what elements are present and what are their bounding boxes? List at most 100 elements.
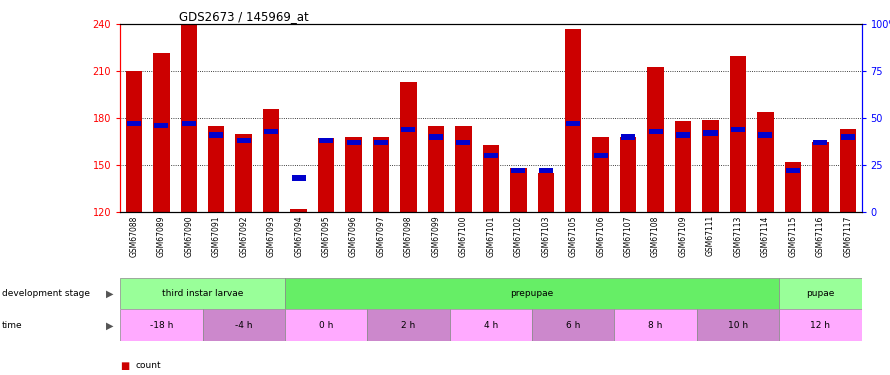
Bar [675,121,692,212]
Bar [697,309,779,341]
Bar [730,56,746,212]
Text: 10 h: 10 h [728,321,748,330]
Text: -18 h: -18 h [150,321,173,330]
Bar [841,134,854,140]
Text: GSM67097: GSM67097 [376,215,385,257]
Bar [153,53,170,212]
Bar [318,138,335,212]
Text: GSM67101: GSM67101 [486,215,496,256]
Text: GSM67088: GSM67088 [129,215,138,256]
Bar [620,137,636,212]
Text: GSM67117: GSM67117 [844,215,853,256]
Text: 4 h: 4 h [483,321,498,330]
Text: GSM67113: GSM67113 [733,215,742,256]
Bar [374,140,388,145]
Bar [125,71,142,212]
Bar [839,129,856,212]
Bar [320,138,333,143]
Text: GSM67092: GSM67092 [239,215,248,256]
Bar [758,132,773,138]
Bar [285,309,368,341]
Bar [209,132,223,138]
Text: third instar larvae: third instar larvae [162,289,243,298]
Text: 6 h: 6 h [566,321,580,330]
Text: pupae: pupae [806,289,835,298]
Bar [429,134,443,140]
Text: GSM67100: GSM67100 [459,215,468,256]
Bar [649,129,662,134]
Bar [182,121,196,126]
Bar [621,134,635,140]
Bar [786,168,800,173]
Text: GSM67114: GSM67114 [761,215,770,256]
Bar [449,309,532,341]
Text: ▶: ▶ [106,288,113,298]
Bar [400,82,417,212]
Text: GSM67115: GSM67115 [789,215,797,256]
Text: GSM67102: GSM67102 [514,215,522,256]
Text: -4 h: -4 h [235,321,253,330]
Bar [484,153,498,158]
Bar [181,24,197,212]
Text: GSM67103: GSM67103 [541,215,550,256]
Text: ■: ■ [120,361,129,370]
Bar [237,138,251,143]
Bar [373,137,389,212]
Text: GSM67091: GSM67091 [212,215,221,256]
Bar [566,121,580,126]
Bar [511,168,525,173]
Bar [345,137,361,212]
Bar [812,142,829,212]
Bar [532,309,614,341]
Text: 12 h: 12 h [810,321,830,330]
Bar [208,126,224,212]
Bar [455,126,472,212]
Bar [290,209,307,212]
Text: count: count [135,361,161,370]
Bar [368,309,449,341]
Bar [702,120,719,212]
Bar [779,309,862,341]
Bar [676,132,690,138]
Bar [647,67,664,212]
Bar [346,140,360,145]
Bar [264,129,279,134]
Bar [538,173,554,212]
Text: GSM67098: GSM67098 [404,215,413,256]
Bar [779,278,862,309]
Text: GSM67089: GSM67089 [157,215,166,256]
Text: ▶: ▶ [106,320,113,330]
Text: GSM67093: GSM67093 [267,215,276,257]
Text: 8 h: 8 h [649,321,663,330]
Text: GSM67105: GSM67105 [569,215,578,256]
Bar [482,145,499,212]
Text: 2 h: 2 h [401,321,416,330]
Bar [428,126,444,212]
Text: GSM67090: GSM67090 [184,215,193,257]
Bar [565,29,581,212]
Text: GSM67096: GSM67096 [349,215,358,257]
Text: GSM67106: GSM67106 [596,215,605,256]
Bar [236,134,252,212]
Bar [120,278,285,309]
Bar [785,162,801,212]
Text: 0 h: 0 h [319,321,333,330]
Bar [263,109,279,212]
Text: GSM67099: GSM67099 [432,215,441,257]
Bar [154,123,168,128]
Text: GDS2673 / 145969_at: GDS2673 / 145969_at [180,10,309,23]
Text: GSM67111: GSM67111 [706,215,715,256]
Bar [401,127,416,132]
Text: GSM67116: GSM67116 [816,215,825,256]
Text: GSM67107: GSM67107 [624,215,633,256]
Bar [703,130,717,136]
Bar [120,309,203,341]
Bar [594,153,608,158]
Text: GSM67108: GSM67108 [651,215,660,256]
Text: prepupae: prepupae [510,289,554,298]
Bar [757,112,773,212]
Text: GSM67095: GSM67095 [321,215,330,257]
Bar [292,176,305,181]
Text: time: time [2,321,22,330]
Bar [614,309,697,341]
